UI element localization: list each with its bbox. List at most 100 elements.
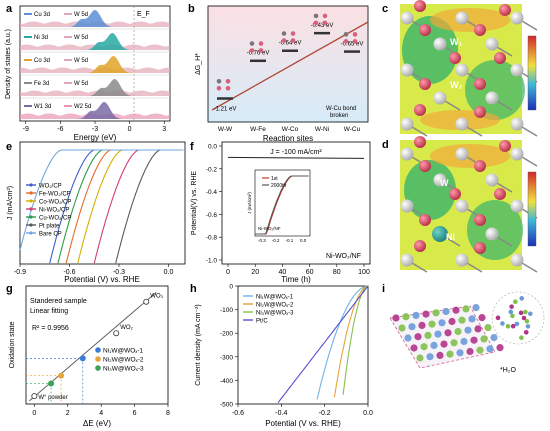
legend-marker	[29, 231, 33, 235]
legend-label: W 5d	[74, 81, 88, 87]
y-tick-label: -0.2	[206, 166, 218, 173]
panel-h: h -0.6 -0.4 -0.2 0.0 0 -100 -200 -300 -400 -500 N…	[190, 283, 373, 428]
surface-atom	[496, 344, 504, 352]
tungsten-atom	[433, 91, 447, 105]
surface-atom	[398, 324, 406, 332]
oxygen-atom	[414, 240, 426, 252]
surface-atom	[432, 309, 440, 317]
energy-value-label: -0.65 eV	[341, 41, 364, 47]
tungsten-atom	[510, 253, 524, 267]
x-tick-label: 100	[358, 269, 370, 276]
density-region	[430, 144, 510, 168]
sample-point	[58, 372, 65, 379]
panel-letter-i: i	[382, 283, 385, 295]
zoom-atom	[510, 313, 515, 319]
x-tick-label: -0.3	[113, 269, 125, 276]
energy-value-label: -0.43 eV	[311, 23, 334, 29]
inset-x-tick-label: -0.2	[272, 238, 280, 243]
panel-e-ylabel: J (mA/cm²)	[7, 186, 14, 220]
structure-atom	[313, 20, 319, 26]
oxygen-atom	[474, 214, 486, 226]
legend-label: Fe-WO₂/CP	[39, 191, 71, 197]
panel-h-xlabel: Potential (V vs. RHE)	[265, 419, 341, 428]
surface-atom	[412, 311, 420, 319]
panel-h-plot: -0.6 -0.4 -0.2 0.0 0 -100 -200 -300 -400 -500	[220, 284, 373, 418]
surface-atom	[446, 350, 454, 358]
x-tick-label: W-Cu	[344, 126, 361, 133]
surface-atom	[408, 323, 416, 331]
density-region	[465, 60, 525, 120]
inset-curve	[255, 175, 309, 235]
zoom-atom	[524, 318, 530, 324]
panel-letter-e: e	[6, 141, 12, 153]
atom-lattice-c	[400, 0, 538, 137]
structure-atom	[313, 13, 319, 19]
dos-3d-area	[20, 9, 170, 27]
standard-point	[143, 298, 150, 305]
inset-x-tick-label: 0.0	[300, 238, 307, 243]
legend-label: Co-WO₂/CP	[39, 199, 71, 205]
w1-label: W₁	[450, 37, 462, 47]
surface-atom	[452, 306, 460, 314]
oxygen-atom	[414, 104, 426, 116]
polarization-curve	[316, 285, 369, 400]
zoom-atoms	[495, 296, 533, 341]
legend-label: Ni₃W@WOₓ-3	[103, 365, 144, 372]
x-tick-label: 0.0	[164, 269, 174, 276]
oxygen-atom	[474, 160, 486, 172]
oxygen-atom	[419, 214, 431, 226]
oxygen-atom	[494, 52, 506, 64]
inset-legend-label: 2000th	[271, 183, 287, 189]
oxygen-atom	[494, 188, 506, 200]
w-cu-annotation: W-Cu bond broken	[326, 106, 358, 119]
surface-atom	[466, 347, 474, 356]
panel-b-ylabel: ΔG_H*	[195, 53, 202, 75]
legend-label: Cu-WO₂/CP	[39, 215, 71, 221]
zoom-atom	[495, 315, 501, 321]
x-tick-label: -3	[92, 126, 98, 133]
tungsten-atom	[510, 63, 524, 77]
panel-a: a E_F Cu 3d W 5d Ni 3d W 5d Co 3d W 5d Fe 3d W …	[5, 3, 171, 142]
polarization-curve	[342, 285, 369, 395]
standard-label: WO₂	[120, 325, 133, 331]
structure-atom	[225, 78, 231, 84]
surface-atom	[434, 330, 442, 338]
panel-i: i *H₂O	[382, 283, 545, 374]
panel-f-title: J = -100 mA/cm²	[270, 149, 322, 156]
y-tick-label: 0.0	[208, 144, 217, 151]
w2-label: W₂	[450, 80, 463, 90]
surface-atom	[440, 340, 448, 348]
legend-label: Ni₁W@WOₓ-1	[103, 347, 144, 354]
tungsten-atom	[455, 147, 469, 161]
surface-atom	[464, 326, 472, 334]
zoom-atom	[519, 335, 524, 341]
stability-trace	[227, 156, 365, 159]
ni-label: Ni	[446, 232, 455, 242]
lsv-curve	[19, 149, 184, 251]
y-tick-label: -0.6	[206, 212, 218, 219]
surface-atom	[476, 346, 484, 354]
zoom-atom	[527, 311, 533, 317]
legend-label: Ni₃W@WOₓ-3	[256, 310, 294, 316]
polarization-curve	[277, 285, 369, 403]
surface-atom	[478, 314, 486, 322]
structure-atom	[343, 32, 349, 37]
tungsten-atom	[485, 37, 499, 51]
legend-label: Co 3d	[34, 58, 50, 64]
surface-atom	[418, 321, 426, 329]
legend-label: W 5d	[74, 58, 88, 64]
x-tick-label: 0.0	[363, 410, 373, 417]
tungsten-atom	[455, 63, 469, 77]
inset-x-tick-label: -0.1	[285, 238, 293, 243]
energy-value-label: -0.64 eV	[279, 40, 302, 46]
inset-ylabel: J (mA/cm²)	[247, 192, 252, 214]
inset-frame	[254, 169, 311, 237]
legend-marker	[29, 183, 33, 187]
trend-line	[211, 21, 369, 111]
zoom-atom	[518, 310, 524, 316]
legend-label: Ni₂W@WOₓ-2	[103, 356, 144, 363]
zoom-atom	[519, 296, 525, 301]
legend-label: W2 5d	[74, 104, 91, 110]
panel-a-xlabel: Energy (eV)	[74, 133, 117, 142]
tungsten-atom	[433, 173, 447, 187]
